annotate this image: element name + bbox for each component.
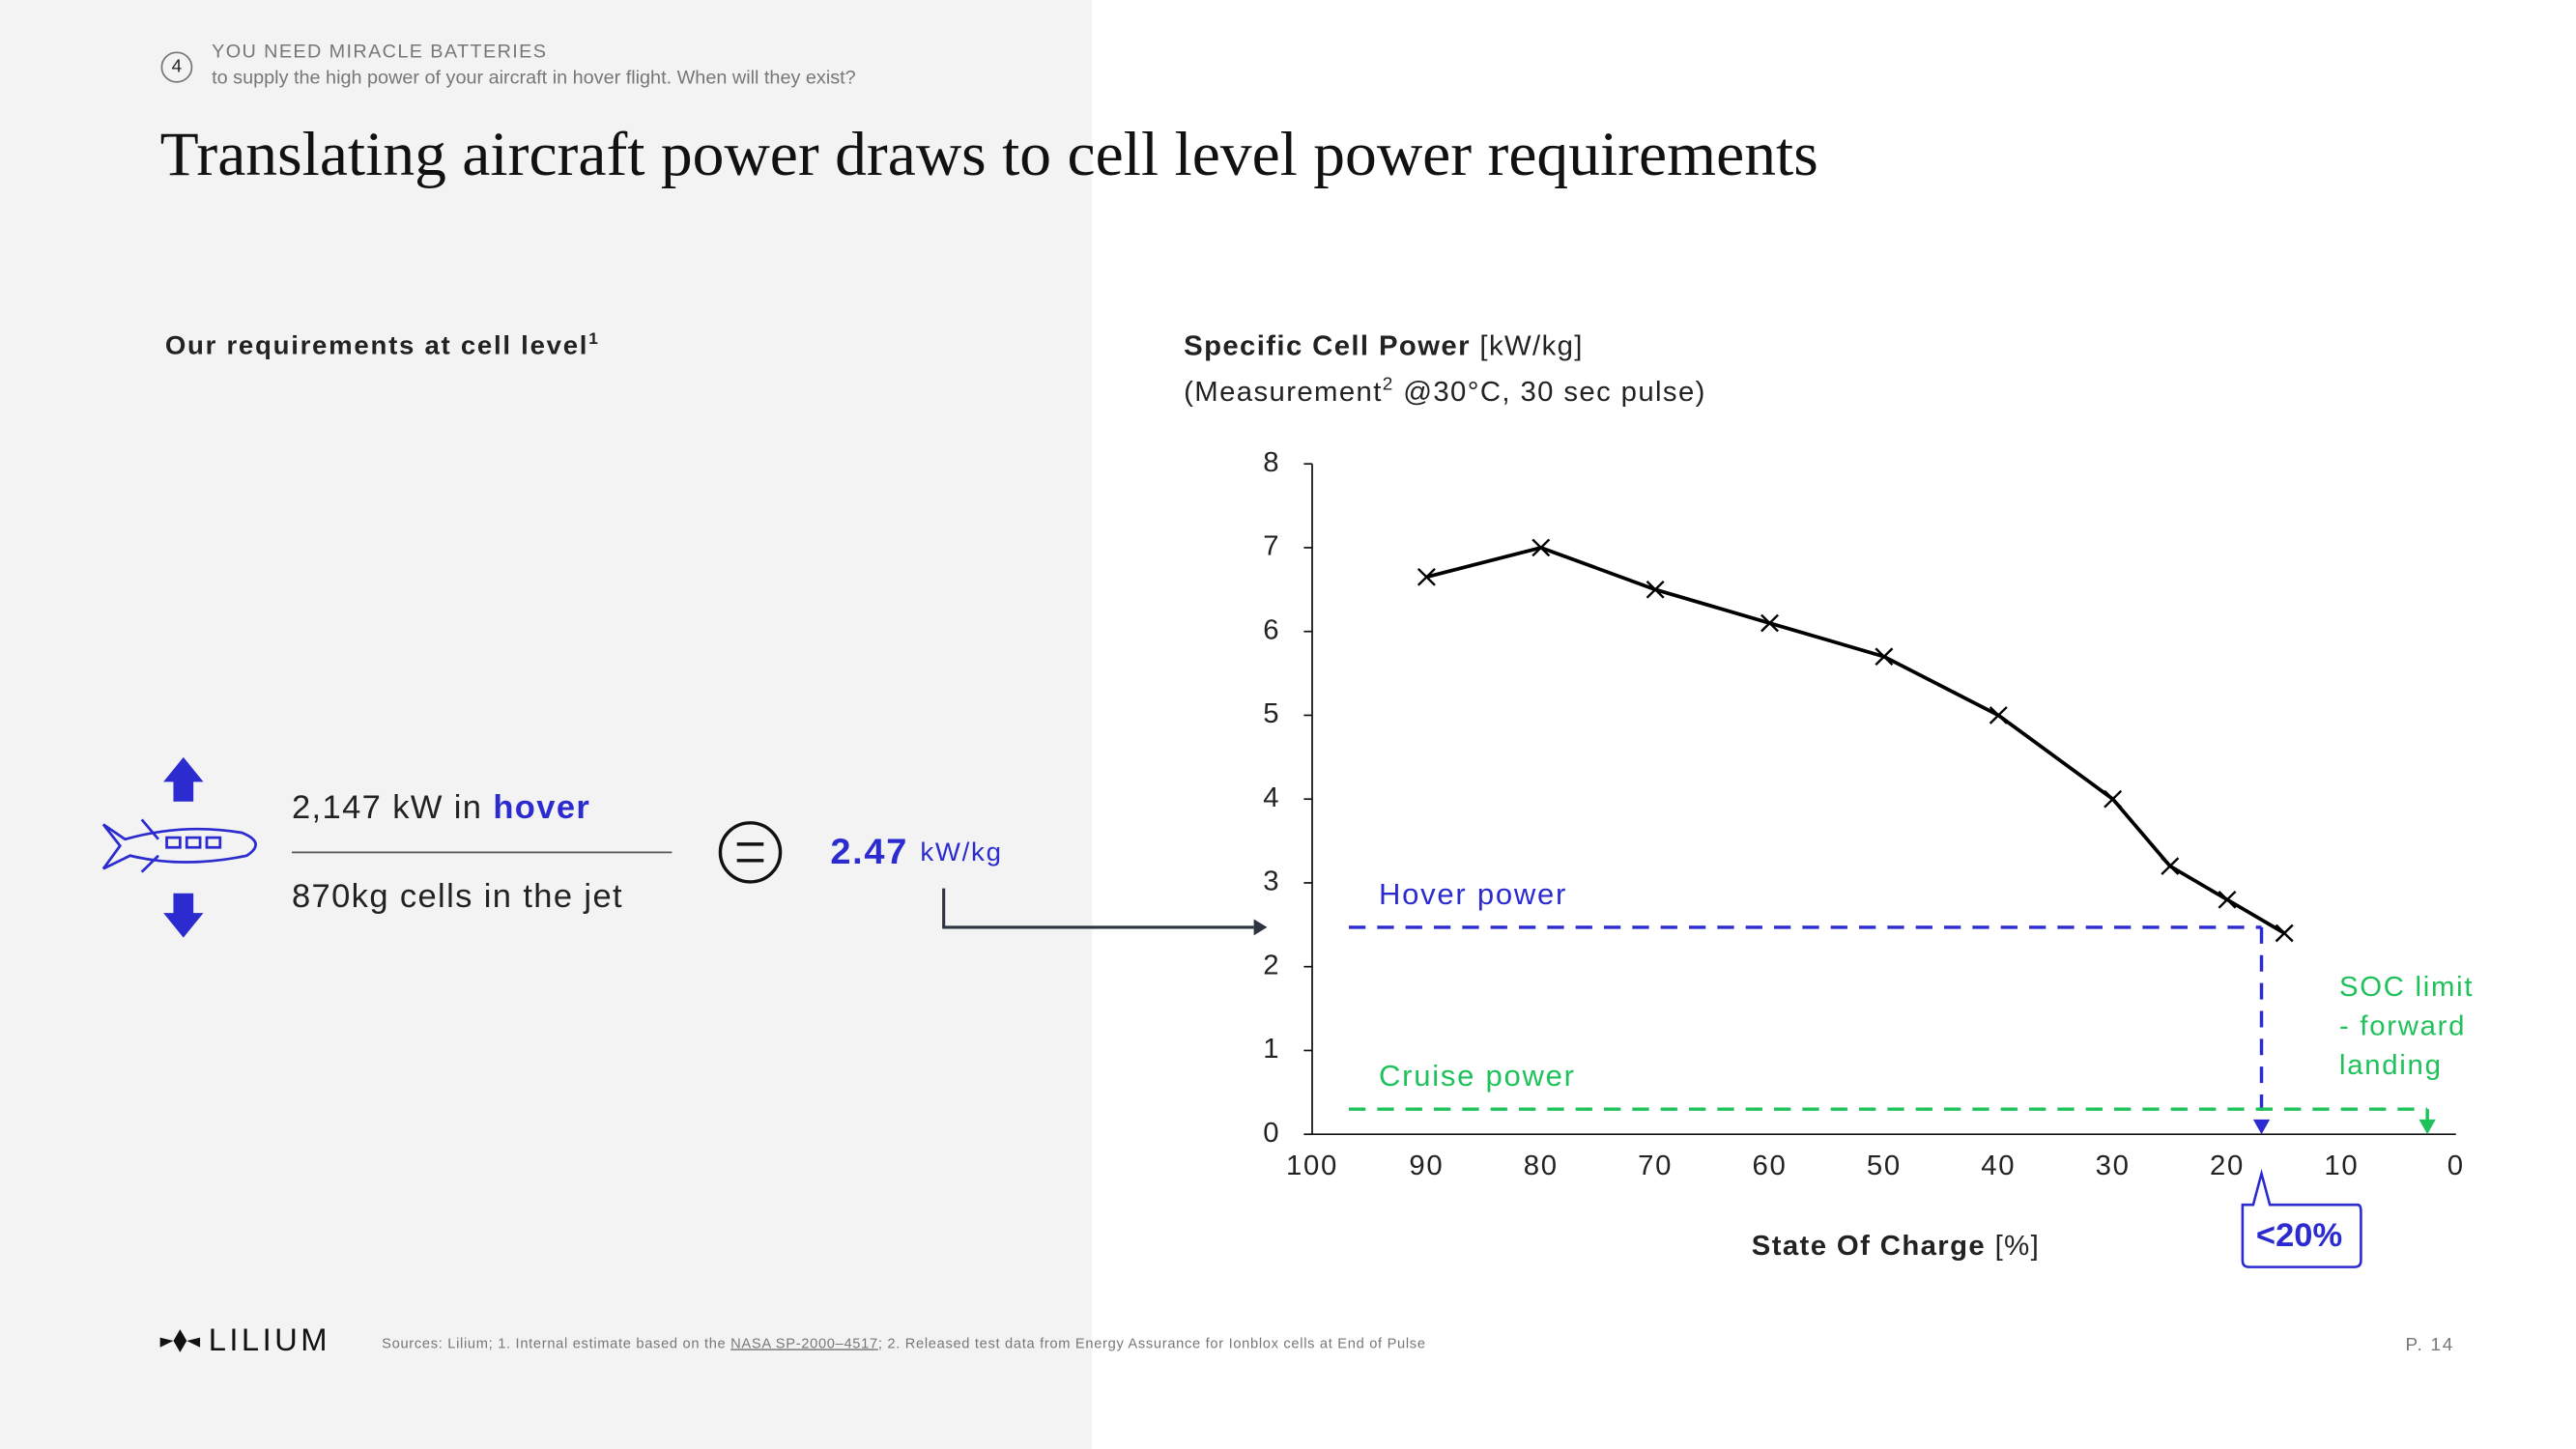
y-tick-label: 6 [1263, 615, 1278, 646]
left-heading-sup: 1 [588, 329, 599, 348]
page-number: P. 14 [2406, 1334, 2454, 1354]
chart-title: Specific Cell Power [kW/kg] [1184, 331, 1584, 362]
x-tick-label: 10 [2324, 1151, 2359, 1181]
numerator-highlight: hover [493, 789, 590, 826]
logo: LILIUM [209, 1322, 330, 1357]
y-tick-label: 7 [1263, 531, 1278, 562]
annotation: SOC limit [2339, 972, 2474, 1003]
x-tick-label: 40 [1981, 1151, 2016, 1181]
sources-text: ; 2. Released test data from Energy Assu… [878, 1336, 1426, 1351]
callout-box [2241, 1168, 2362, 1268]
subtitle-sup: 2 [1383, 374, 1394, 394]
x-tick-label: 100 [1286, 1151, 1338, 1181]
x-label-unit: [%] [1995, 1231, 2041, 1262]
y-tick-label: 0 [1263, 1118, 1278, 1149]
sources-link[interactable]: NASA SP-2000–4517 [730, 1336, 878, 1351]
denominator: 870kg cells in the jet [292, 878, 623, 915]
y-tick-label: 5 [1263, 698, 1278, 729]
x-tick-label: 0 [2447, 1151, 2465, 1181]
x-label-text: State Of Charge [1752, 1231, 1986, 1262]
data-point [1417, 567, 1436, 586]
section-number: 4 [172, 56, 183, 76]
annotation: landing [2339, 1050, 2443, 1081]
y-tick-label: 1 [1263, 1034, 1278, 1065]
y-tick-label: 2 [1263, 951, 1278, 981]
callout-text: <20% [2256, 1217, 2342, 1254]
sources-text: Sources: Lilium; 1. Internal estimate ba… [382, 1336, 730, 1351]
section-badge [160, 51, 193, 83]
connector [942, 888, 1254, 929]
data-point [2161, 857, 2180, 875]
chart-title-text: Specific Cell Power [1184, 331, 1471, 362]
x-tick-label: 80 [1524, 1151, 1559, 1181]
chart-title-unit: [kW/kg] [1479, 331, 1583, 362]
numerator: 2,147 kW in hover [292, 789, 590, 826]
data-point [1531, 538, 1551, 557]
slide-title: Translating aircraft power draws to cell… [160, 121, 1818, 189]
x-axis-label: State Of Charge [%] [1752, 1231, 2040, 1262]
numerator-text: 2,147 kW in [292, 789, 482, 826]
subtitle-text: (Measurement [1184, 377, 1383, 408]
x-tick-label: 50 [1867, 1151, 1902, 1181]
left-heading: Our requirements at cell level1 [165, 329, 600, 360]
result-unit: kW/kg [920, 837, 1002, 867]
reference-arrow [2252, 1119, 2271, 1135]
equals-circle [718, 821, 783, 884]
left-heading-text: Our requirements at cell level [165, 330, 588, 360]
section-subtitle: to supply the high power of your aircraf… [212, 68, 856, 89]
data-point [2218, 890, 2237, 909]
y-tick-label: 4 [1263, 782, 1278, 813]
subtitle-text: @30°C, 30 sec pulse) [1394, 377, 1706, 408]
x-tick-label: 60 [1752, 1151, 1787, 1181]
x-tick-label: 90 [1409, 1151, 1444, 1181]
y-tick-label: 3 [1263, 867, 1278, 897]
connector-arrow [1253, 919, 1268, 936]
result-value: 2.47 [830, 831, 908, 871]
section-title: YOU NEED MIRACLE BATTERIES [212, 42, 547, 63]
annotation: - forward [2339, 1011, 2466, 1042]
x-tick-label: 20 [2210, 1151, 2245, 1181]
data-point [2104, 789, 2123, 809]
data-point [1760, 613, 1779, 633]
reference-label: Hover power [1379, 877, 1567, 911]
data-point [1875, 647, 1894, 667]
x-tick-label: 30 [2096, 1151, 2131, 1181]
data-point [1646, 581, 1665, 599]
y-tick-label: 8 [1263, 447, 1278, 478]
result: 2.47 kW/kg [830, 831, 1002, 871]
left-panel [0, 0, 1093, 1449]
sources: Sources: Lilium; 1. Internal estimate ba… [382, 1336, 1426, 1351]
reference-label: Cruise power [1379, 1059, 1576, 1093]
data-line [1425, 545, 2286, 935]
chart-subtitle: (Measurement2 @30°C, 30 sec pulse) [1184, 374, 1706, 408]
x-tick-label: 70 [1638, 1151, 1673, 1181]
data-point [2275, 923, 2294, 943]
data-point [1989, 706, 2008, 724]
reference-arrow [2419, 1119, 2436, 1135]
